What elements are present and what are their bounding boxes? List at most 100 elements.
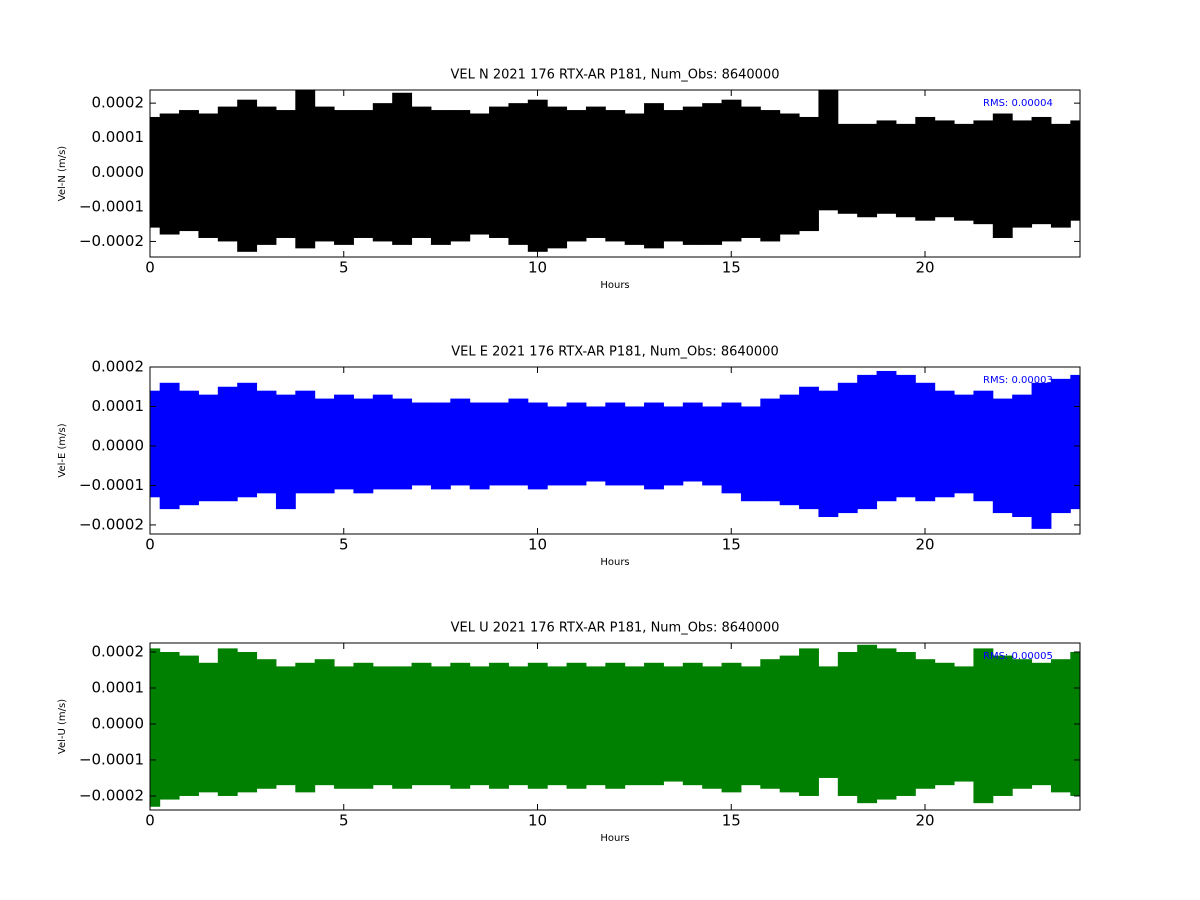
- range-bar: [624, 406, 645, 486]
- range-bar: [857, 374, 878, 510]
- range-bar: [217, 648, 238, 796]
- range-bar: [334, 666, 354, 789]
- y-axis-label: Vel-E (m/s): [57, 423, 68, 477]
- range-bar: [1012, 394, 1033, 518]
- range-bar: [1070, 120, 1080, 221]
- plot-frame: [149, 89, 1081, 258]
- range-bar: [314, 398, 335, 494]
- plot-frame: [149, 642, 1081, 811]
- range-bar: [527, 402, 548, 490]
- range-bar: [179, 390, 199, 506]
- range-bar: [295, 90, 316, 249]
- range-bar: [973, 120, 994, 225]
- range-bar: [605, 662, 626, 789]
- range-bar: [915, 659, 936, 789]
- y-axis-label: Vel-N (m/s): [57, 146, 68, 201]
- range-bar: [430, 666, 451, 786]
- y-tick-label: 0.0002: [92, 642, 145, 660]
- range-bar: [760, 659, 781, 789]
- range-bar: [818, 390, 839, 518]
- range-bar: [314, 106, 335, 242]
- range-bar: [992, 113, 1013, 238]
- range-bar: [585, 406, 606, 482]
- range-bar: [508, 666, 529, 786]
- range-bar: [1031, 662, 1052, 786]
- range-bar: [508, 103, 529, 245]
- y-tick-label: −0.0002: [79, 786, 144, 804]
- range-bar: [605, 402, 626, 486]
- x-tick-label: 15: [722, 536, 741, 554]
- x-tick-label: 0: [145, 812, 155, 830]
- range-bar: [760, 110, 781, 242]
- subplot-title: VEL U 2021 176 RTX-AR P181, Num_Obs: 864…: [451, 621, 780, 636]
- range-bar: [934, 390, 955, 498]
- range-bar: [760, 398, 781, 502]
- range-bar: [159, 651, 180, 800]
- x-tick-label: 0: [145, 259, 155, 277]
- range-bar: [837, 382, 858, 514]
- range-bar: [353, 398, 374, 494]
- range-bar: [663, 666, 684, 782]
- x-tick-label: 0: [145, 536, 155, 554]
- x-axis-label: Hours: [600, 557, 629, 568]
- x-tick-label: 10: [528, 259, 547, 277]
- range-bar: [644, 103, 664, 249]
- range-bar: [295, 662, 316, 793]
- range-bar: [527, 99, 548, 252]
- range-bar: [237, 99, 258, 252]
- y-tick-label: 0.0001: [92, 397, 145, 415]
- range-bar: [450, 662, 471, 789]
- range-bar: [915, 382, 936, 502]
- range-bar: [489, 662, 509, 789]
- range-bar: [150, 390, 161, 498]
- range-bar: [179, 655, 199, 796]
- range-bar: [740, 106, 761, 238]
- range-bar: [876, 120, 897, 214]
- range-bar: [275, 110, 296, 238]
- range-bar: [740, 406, 761, 502]
- range-bar: [721, 99, 742, 242]
- range-bar: [430, 110, 451, 245]
- range-bar: [740, 666, 761, 786]
- rms-annotation: RMS: 0.00004: [983, 98, 1053, 109]
- range-bar: [314, 659, 335, 786]
- data: [150, 370, 1080, 529]
- plot-frame: [149, 366, 1081, 535]
- range-bar: [256, 106, 277, 245]
- y-tick-label: −0.0001: [79, 750, 144, 768]
- range-bar: [372, 103, 393, 242]
- range-bar: [895, 374, 916, 498]
- range-bar: [1031, 116, 1052, 225]
- range-bar: [547, 406, 568, 486]
- range-bar: [159, 382, 180, 510]
- range-bar: [547, 666, 568, 786]
- range-bar: [450, 398, 471, 486]
- range-bar: [644, 402, 664, 490]
- range-bar: [489, 402, 509, 486]
- range-bar: [818, 90, 839, 211]
- range-bar: [198, 113, 219, 238]
- range-bar: [702, 406, 723, 486]
- range-bar: [508, 398, 529, 486]
- range-bar: [915, 116, 936, 221]
- range-bar: [837, 651, 858, 796]
- range-bar: [527, 662, 548, 789]
- range-bar: [818, 666, 839, 778]
- y-tick-label: 0.0001: [92, 128, 145, 146]
- range-bar: [779, 655, 800, 793]
- range-bar: [275, 666, 296, 786]
- range-bar: [702, 103, 723, 245]
- y-tick-label: −0.0002: [79, 515, 144, 533]
- range-bar: [469, 402, 490, 490]
- range-bar: [392, 92, 413, 245]
- y-axis-label: Vel-U (m/s): [57, 699, 68, 754]
- range-bar: [237, 382, 258, 498]
- range-bar: [876, 370, 897, 502]
- range-bar: [721, 402, 742, 494]
- range-bar: [992, 398, 1013, 514]
- x-tick-label: 5: [339, 259, 349, 277]
- range-bar: [605, 110, 626, 242]
- range-bar: [799, 386, 819, 510]
- range-bar: [334, 110, 354, 245]
